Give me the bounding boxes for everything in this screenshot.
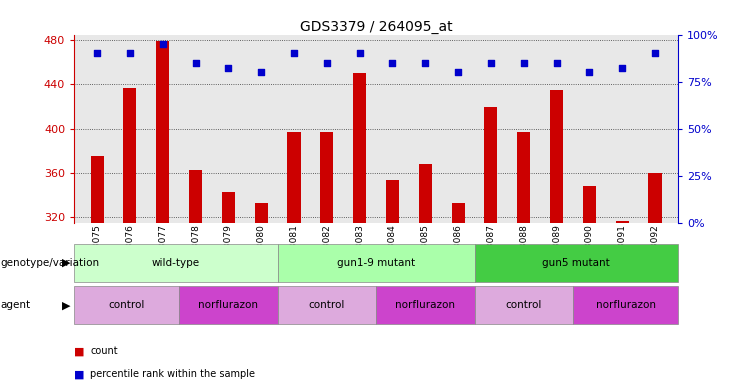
- Text: norflurazon: norflurazon: [199, 300, 259, 310]
- Point: [617, 65, 628, 71]
- Text: gun1-9 mutant: gun1-9 mutant: [337, 258, 415, 268]
- Text: norflurazon: norflurazon: [596, 300, 656, 310]
- Bar: [320, 132, 333, 223]
- Text: norflurazon: norflurazon: [395, 300, 455, 310]
- Bar: [451, 203, 465, 223]
- Title: GDS3379 / 264095_at: GDS3379 / 264095_at: [300, 20, 452, 33]
- Text: ■: ■: [74, 346, 84, 356]
- Point: [518, 60, 530, 66]
- Point: [91, 50, 103, 56]
- Point: [222, 65, 234, 71]
- Bar: [288, 132, 301, 223]
- Point: [485, 60, 497, 66]
- Text: ▶: ▶: [62, 300, 70, 310]
- Text: percentile rank within the sample: percentile rank within the sample: [90, 369, 256, 379]
- Text: control: control: [108, 300, 144, 310]
- Point: [255, 69, 267, 75]
- Point: [452, 69, 464, 75]
- Text: ▶: ▶: [62, 258, 70, 268]
- Bar: [222, 192, 235, 223]
- Bar: [583, 186, 596, 223]
- Point: [353, 50, 365, 56]
- Bar: [353, 73, 366, 223]
- Point: [583, 69, 595, 75]
- Point: [321, 60, 333, 66]
- Text: ■: ■: [74, 369, 84, 379]
- Bar: [156, 41, 169, 223]
- Bar: [485, 106, 497, 223]
- Text: genotype/variation: genotype/variation: [0, 258, 99, 268]
- Point: [387, 60, 399, 66]
- Bar: [386, 180, 399, 223]
- Bar: [616, 220, 629, 223]
- Point: [288, 50, 300, 56]
- Text: wild-type: wild-type: [152, 258, 200, 268]
- Point: [190, 60, 202, 66]
- Bar: [648, 173, 662, 223]
- Text: control: control: [309, 300, 345, 310]
- Bar: [419, 164, 432, 223]
- Point: [124, 50, 136, 56]
- Text: gun5 mutant: gun5 mutant: [542, 258, 610, 268]
- Bar: [123, 88, 136, 223]
- Point: [419, 60, 431, 66]
- Bar: [517, 132, 531, 223]
- Bar: [189, 170, 202, 223]
- Point: [551, 60, 562, 66]
- Bar: [255, 203, 268, 223]
- Bar: [550, 90, 563, 223]
- Bar: [90, 156, 104, 223]
- Text: agent: agent: [0, 300, 30, 310]
- Point: [649, 50, 661, 56]
- Point: [157, 41, 169, 47]
- Text: control: control: [505, 300, 542, 310]
- Text: count: count: [90, 346, 118, 356]
